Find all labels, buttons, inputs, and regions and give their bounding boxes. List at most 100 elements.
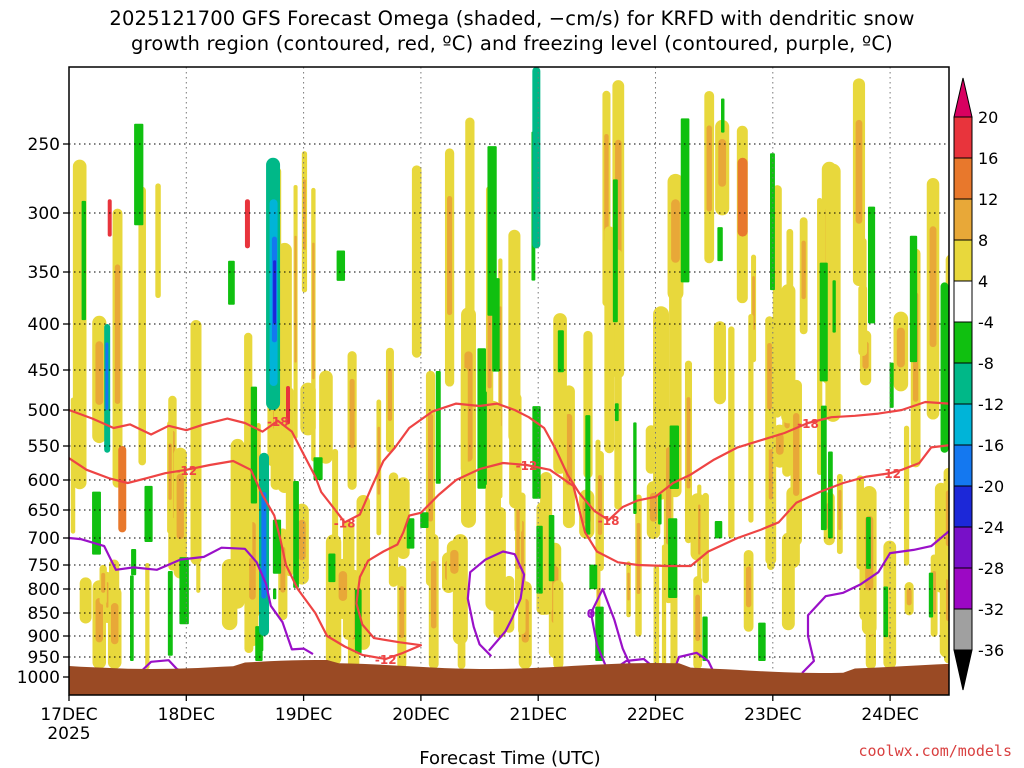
omega-shade-negative <box>770 153 775 291</box>
omega-shade-negative <box>866 516 871 569</box>
omega-shade-positive <box>597 474 603 536</box>
omega-shade-negative <box>435 370 441 484</box>
contour-line <box>801 530 949 674</box>
contour-line <box>69 444 949 661</box>
y-tick-label: 500 <box>28 401 60 421</box>
omega-shade-positive <box>565 413 573 486</box>
y-tick-label: 300 <box>28 204 60 224</box>
y-tick-label: 1000 <box>17 668 60 688</box>
omega-shade-negative <box>293 480 299 588</box>
colorbar-segment <box>953 362 973 405</box>
contour-label: -12 <box>175 464 197 478</box>
omega-shade-feature <box>118 446 127 533</box>
y-tick-label: 250 <box>28 135 60 155</box>
omega-shade-negative <box>889 362 894 408</box>
plot-frame <box>68 66 950 696</box>
omega-shade-positive <box>896 327 905 368</box>
omega-shade-negative <box>328 553 336 583</box>
y-tick-label: 350 <box>28 263 60 283</box>
colorbar-segment <box>953 157 973 200</box>
contour-label: 0 <box>587 607 595 621</box>
omega-shade-positive <box>427 413 434 522</box>
omega-shade-positive <box>388 472 399 587</box>
colorbar-level-label: -12 <box>978 395 1004 414</box>
contour-label: -12 <box>375 653 397 667</box>
y-tick-label: 600 <box>28 471 60 491</box>
omega-shade-negative <box>585 415 591 535</box>
omega-shade-positive <box>903 425 910 566</box>
omega-shade-positive <box>450 549 459 574</box>
omega-shade-negative <box>758 622 766 661</box>
omega-shade-positive <box>399 586 405 638</box>
y-tick-label: 750 <box>28 556 60 576</box>
omega-shade-negative <box>883 586 889 638</box>
x-tick-label: 24DEC <box>861 705 918 725</box>
omega-shade-positive <box>706 125 712 212</box>
colorbar-level-label: -16 <box>978 436 1004 455</box>
y-tick-label: 550 <box>28 437 60 457</box>
colorbar-level-label: -32 <box>978 600 1004 619</box>
contour-line <box>589 587 634 674</box>
omega-shade-positive <box>671 199 680 263</box>
omega-shade-negative <box>406 518 415 549</box>
omega-shade-positive <box>101 572 106 593</box>
colorbar-segment <box>953 526 973 569</box>
chart-title: 2025121700 GFS Forecast Omega (shaded, −… <box>0 6 1024 56</box>
omega-shade-positive <box>627 572 630 601</box>
omega-shade-positive <box>728 326 735 539</box>
contour-line <box>466 550 526 657</box>
colorbar-segment <box>953 444 973 487</box>
omega-shade-positive <box>300 382 316 436</box>
omega-shade-negative <box>820 405 827 531</box>
y-tick-label: 900 <box>28 627 60 647</box>
omega-shade-negative <box>420 512 429 528</box>
omega-shade-negative <box>614 403 619 422</box>
omega-shade-positive <box>298 519 306 561</box>
omega-shade-positive <box>190 320 202 565</box>
colorbar-level-label: -8 <box>978 354 994 373</box>
colorbar-segment <box>953 280 973 323</box>
contour-label: -18 <box>598 514 620 528</box>
omega-shade-negative <box>228 260 235 305</box>
omega-shade-positive <box>138 186 146 466</box>
omega-shade-negative <box>680 118 690 283</box>
omega-shade-positive <box>649 492 658 522</box>
omega-shade-positive <box>349 378 355 449</box>
omega-shade-negative <box>536 525 543 594</box>
omega-shade-feature <box>107 199 112 237</box>
omega-shade-positive <box>285 387 294 577</box>
omega-shade-positive <box>793 412 800 496</box>
colorbar-level-label: -4 <box>978 313 994 332</box>
omega-shade-positive <box>294 235 297 363</box>
omega-shade-positive <box>447 196 453 316</box>
omega-shade-positive <box>745 566 752 608</box>
colorbar-segment <box>953 485 973 528</box>
colorbar-top-arrow <box>953 77 973 118</box>
omega-shade-negative <box>272 588 277 600</box>
y-tick-label: 450 <box>28 361 60 381</box>
omega-shade-negative <box>134 123 144 226</box>
colorbar-level-label: 8 <box>978 231 988 250</box>
omega-shade-positive <box>775 433 784 455</box>
x-tick-label: 18DEC <box>158 705 215 725</box>
omega-shade-positive <box>145 562 150 669</box>
temperature-contours: -18 -18 -18 -18 -12 -12 -12 -12 0 <box>69 400 949 675</box>
omega-shade-positive <box>319 370 333 464</box>
omega-shade-positive <box>695 594 701 642</box>
omega-shade-negative <box>612 179 618 323</box>
x-year-label: 2025 <box>47 724 90 744</box>
y-tick-label: 650 <box>28 501 60 521</box>
omega-shade-feature <box>244 199 250 249</box>
omega-shade-positive <box>303 179 306 250</box>
colorbar-legend: 20 16 12 8 4 -4 -8 -12 -16 -20 -24 -28 -32 -36 <box>953 77 1004 691</box>
omega-shade-negative <box>714 521 723 539</box>
omega-shade-negative <box>668 518 678 598</box>
omega-shade-positive <box>95 341 104 405</box>
omega-shade-negative <box>336 250 346 281</box>
y-tick-label: 700 <box>28 529 60 549</box>
y-tick-label: 800 <box>28 580 60 600</box>
omega-shade-negative <box>81 200 87 321</box>
omega-shade-feature <box>532 67 541 249</box>
omega-shade-negative <box>867 206 876 324</box>
omega-shade-positive <box>645 425 657 474</box>
